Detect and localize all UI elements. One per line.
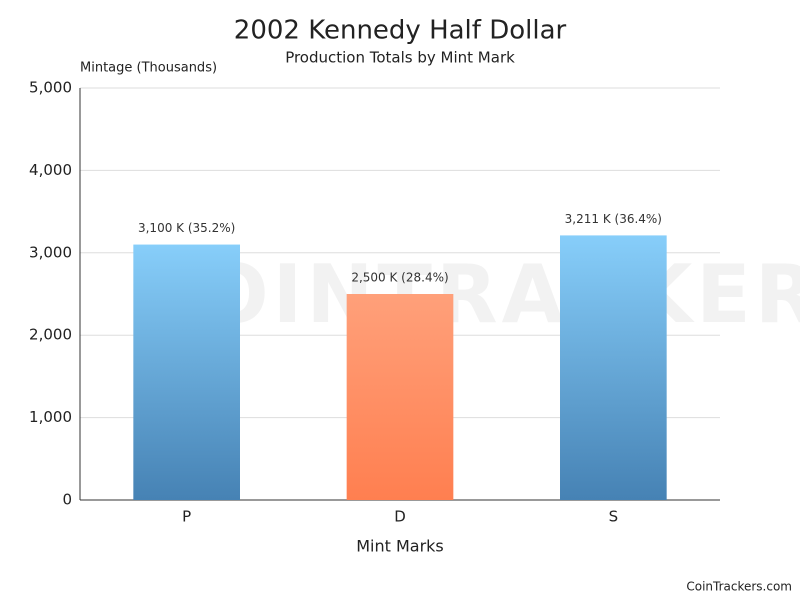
bar bbox=[133, 245, 240, 500]
data-label: 3,211 K (36.4%) bbox=[565, 212, 662, 226]
y-tick-label: 5,000 bbox=[29, 79, 72, 97]
y-tick-label: 4,000 bbox=[29, 161, 72, 179]
y-tick-label: 1,000 bbox=[29, 408, 72, 426]
y-tick-label: 2,000 bbox=[29, 326, 72, 344]
x-tick-label: D bbox=[394, 508, 406, 526]
bar bbox=[347, 294, 454, 500]
data-label: 3,100 K (35.2%) bbox=[138, 221, 235, 235]
y-tick-label: 3,000 bbox=[29, 243, 72, 261]
bar bbox=[560, 235, 667, 500]
source-label: CoinTrackers.com bbox=[686, 580, 792, 594]
chart-subtitle: Production Totals by Mint Mark bbox=[285, 49, 515, 67]
y-tick-label: 0 bbox=[62, 491, 72, 509]
data-label: 2,500 K (28.4%) bbox=[351, 271, 448, 285]
x-axis-label: Mint Marks bbox=[356, 537, 444, 556]
x-tick-label: P bbox=[182, 508, 191, 526]
y-axis-label: Mintage (Thousands) bbox=[80, 61, 217, 76]
x-tick-label: S bbox=[609, 508, 619, 526]
chart-title: 2002 Kennedy Half Dollar bbox=[234, 16, 567, 46]
